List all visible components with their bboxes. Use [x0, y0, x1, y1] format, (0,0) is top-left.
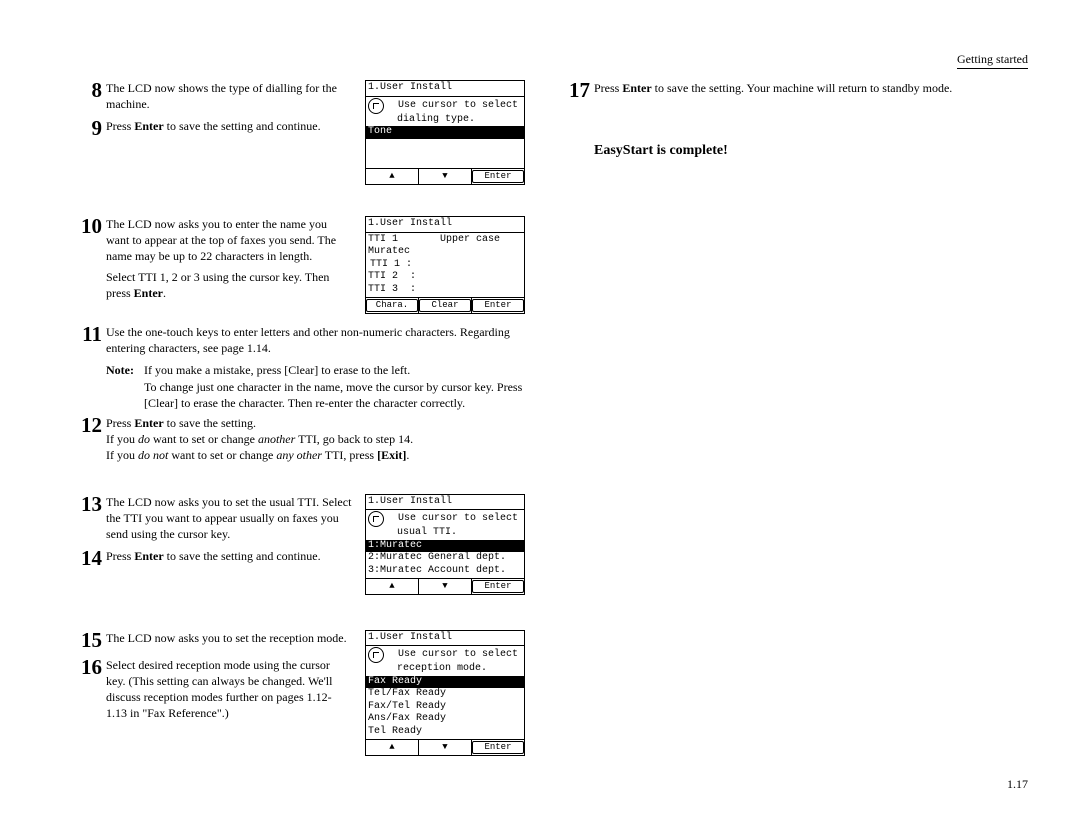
lcd-up-button: ▲ [366, 169, 418, 184]
step-13: 13 The LCD now asks you to set the usual… [72, 494, 352, 543]
lcd-chara-button: Chara. [366, 298, 418, 313]
lcd-tti-entry: 1.User Install TTI 1 Upper case Muratec … [365, 216, 525, 314]
page: Getting started 1.17 8 The LCD now shows… [0, 0, 1080, 834]
step-text: Use the one-touch keys to enter letters … [106, 324, 532, 356]
lcd-enter-button: Enter [471, 169, 524, 184]
page-number: 1.17 [1007, 777, 1028, 792]
step-text: The LCD now asks you to set the usual TT… [106, 494, 352, 543]
step-number: 9 [72, 118, 106, 139]
step-15: 15 The LCD now asks you to set the recep… [72, 630, 352, 651]
lcd-usual-tti: 1.User Install Use cursor to select usua… [365, 494, 525, 596]
cursor-icon [368, 647, 384, 663]
step-number: 13 [72, 494, 106, 543]
lcd-title: 1.User Install [366, 631, 524, 647]
note: Note: If you make a mistake, press [Clea… [106, 362, 532, 411]
lcd-enter-button: Enter [471, 740, 524, 755]
step-16: 16 Select desired reception mode using t… [72, 657, 352, 722]
left-column: 8 The LCD now shows the type of dialling… [72, 80, 532, 729]
lcd-down-button: ▼ [418, 579, 471, 594]
step-text: Press Enter to save the setting and cont… [106, 118, 352, 139]
step-17: 17 Press Enter to save the setting. Your… [560, 80, 1020, 101]
step-12: 12 Press Enter to save the setting. If y… [72, 415, 532, 464]
step-number: 12 [72, 415, 106, 464]
lcd-reception: 1.User Install Use cursor to select rece… [365, 630, 525, 757]
step-8: 8 The LCD now shows the type of dialling… [72, 80, 352, 112]
step-number: 8 [72, 80, 106, 112]
header-section: Getting started [957, 52, 1028, 69]
step-number: 15 [72, 630, 106, 651]
right-column: 17 Press Enter to save the setting. Your… [560, 80, 1020, 159]
lcd-enter-button: Enter [471, 298, 524, 313]
lcd-dialing: 1.User Install Use cursor to select dial… [365, 80, 525, 185]
step-10: 10 The LCD now asks you to enter the nam… [72, 216, 352, 301]
cursor-icon [368, 98, 384, 114]
step-text: The LCD now shows the type of dialling f… [106, 80, 352, 112]
step-text: Press Enter to save the setting and cont… [106, 548, 352, 569]
step-number: 16 [72, 657, 106, 722]
step-number: 14 [72, 548, 106, 569]
lcd-up-button: ▲ [366, 579, 418, 594]
step-number: 11 [72, 324, 106, 356]
lcd-title: 1.User Install [366, 217, 524, 233]
step-text: The LCD now asks you to set the receptio… [106, 630, 352, 651]
lcd-clear-button: Clear [418, 298, 471, 313]
lcd-up-button: ▲ [366, 740, 418, 755]
lcd-down-button: ▼ [418, 740, 471, 755]
lcd-down-button: ▼ [418, 169, 471, 184]
note-label: Note: [106, 362, 144, 411]
easystart-complete: EasyStart is complete! [594, 143, 1020, 159]
step-text: The LCD now asks you to enter the name y… [106, 216, 352, 301]
cursor-icon [368, 511, 384, 527]
step-9: 9 Press Enter to save the setting and co… [72, 118, 352, 139]
note-text: If you make a mistake, press [Clear] to … [144, 362, 532, 411]
step-number: 17 [560, 80, 594, 101]
lcd-title: 1.User Install [366, 81, 524, 97]
step-14: 14 Press Enter to save the setting and c… [72, 548, 352, 569]
step-number: 10 [72, 216, 106, 301]
step-11: 11 Use the one-touch keys to enter lette… [72, 324, 532, 356]
lcd-title: 1.User Install [366, 495, 524, 511]
step-text: Select desired reception mode using the … [106, 657, 352, 722]
step-text: Press Enter to save the setting. Your ma… [594, 80, 1020, 101]
lcd-enter-button: Enter [471, 579, 524, 594]
step-text: Press Enter to save the setting. If you … [106, 415, 532, 464]
